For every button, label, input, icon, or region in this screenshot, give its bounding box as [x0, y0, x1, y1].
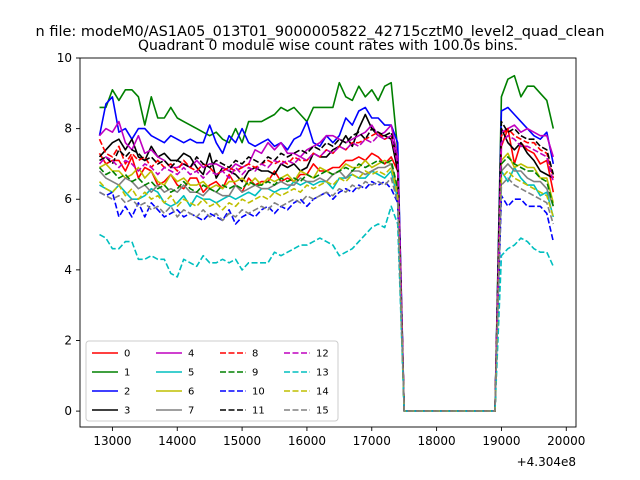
series-line-9: [98, 156, 555, 412]
legend-label-4: 4: [188, 349, 194, 360]
legend-label-7: 7: [188, 406, 194, 417]
legend-box: [85, 340, 339, 422]
legend-label-6: 6: [188, 387, 194, 398]
x-axis-offset-label: +4.304e8: [517, 455, 576, 469]
legend-label-11: 11: [252, 406, 265, 417]
x-tick-label: 13000: [93, 434, 131, 448]
x-tick-label: 18000: [418, 434, 456, 448]
legend-label-12: 12: [316, 349, 329, 360]
legend-label-2: 2: [124, 387, 130, 398]
x-tick-label: 17000: [353, 434, 391, 448]
y-axis: 0 2 4 6 8 10: [57, 51, 80, 418]
legend-label-14: 14: [316, 387, 329, 398]
y-tick-label: 2: [64, 333, 72, 347]
y-tick-label: 0: [64, 404, 72, 418]
legend-label-10: 10: [252, 387, 265, 398]
x-tick-label: 14000: [158, 434, 196, 448]
chart-title: Quadrant 0 module wise count rates with …: [138, 38, 518, 54]
y-tick-label: 8: [64, 122, 72, 136]
plot-area: [79, 57, 577, 428]
y-tick-label: 6: [64, 192, 72, 206]
y-tick-label: 4: [64, 263, 72, 277]
legend-label-3: 3: [124, 406, 130, 417]
legend-label-0: 0: [124, 349, 130, 360]
x-axis: 13000 14000 15000 16000 17000 18000 19000 20000: [93, 427, 585, 448]
series-line-15: [99, 177, 555, 412]
axes-frame: [79, 57, 577, 428]
x-tick-label: 16000: [288, 434, 326, 448]
series-line-13: [99, 205, 555, 412]
x-tick-label: 20000: [547, 434, 585, 448]
legend-label-8: 8: [252, 349, 258, 360]
x-tick-label: 19000: [482, 434, 520, 448]
legend-label-13: 13: [316, 368, 329, 379]
legend-label-9: 9: [252, 368, 258, 379]
x-tick-label: 15000: [223, 434, 261, 448]
legend-label-15: 15: [316, 406, 329, 417]
series-lines: [98, 74, 555, 412]
y-tick-label: 10: [57, 51, 72, 65]
figure-suptitle: n file: modeM0/AS1A05_013T01_9000005822_…: [36, 24, 605, 40]
legend-label-5: 5: [188, 368, 194, 379]
legend-label-1: 1: [124, 368, 130, 379]
